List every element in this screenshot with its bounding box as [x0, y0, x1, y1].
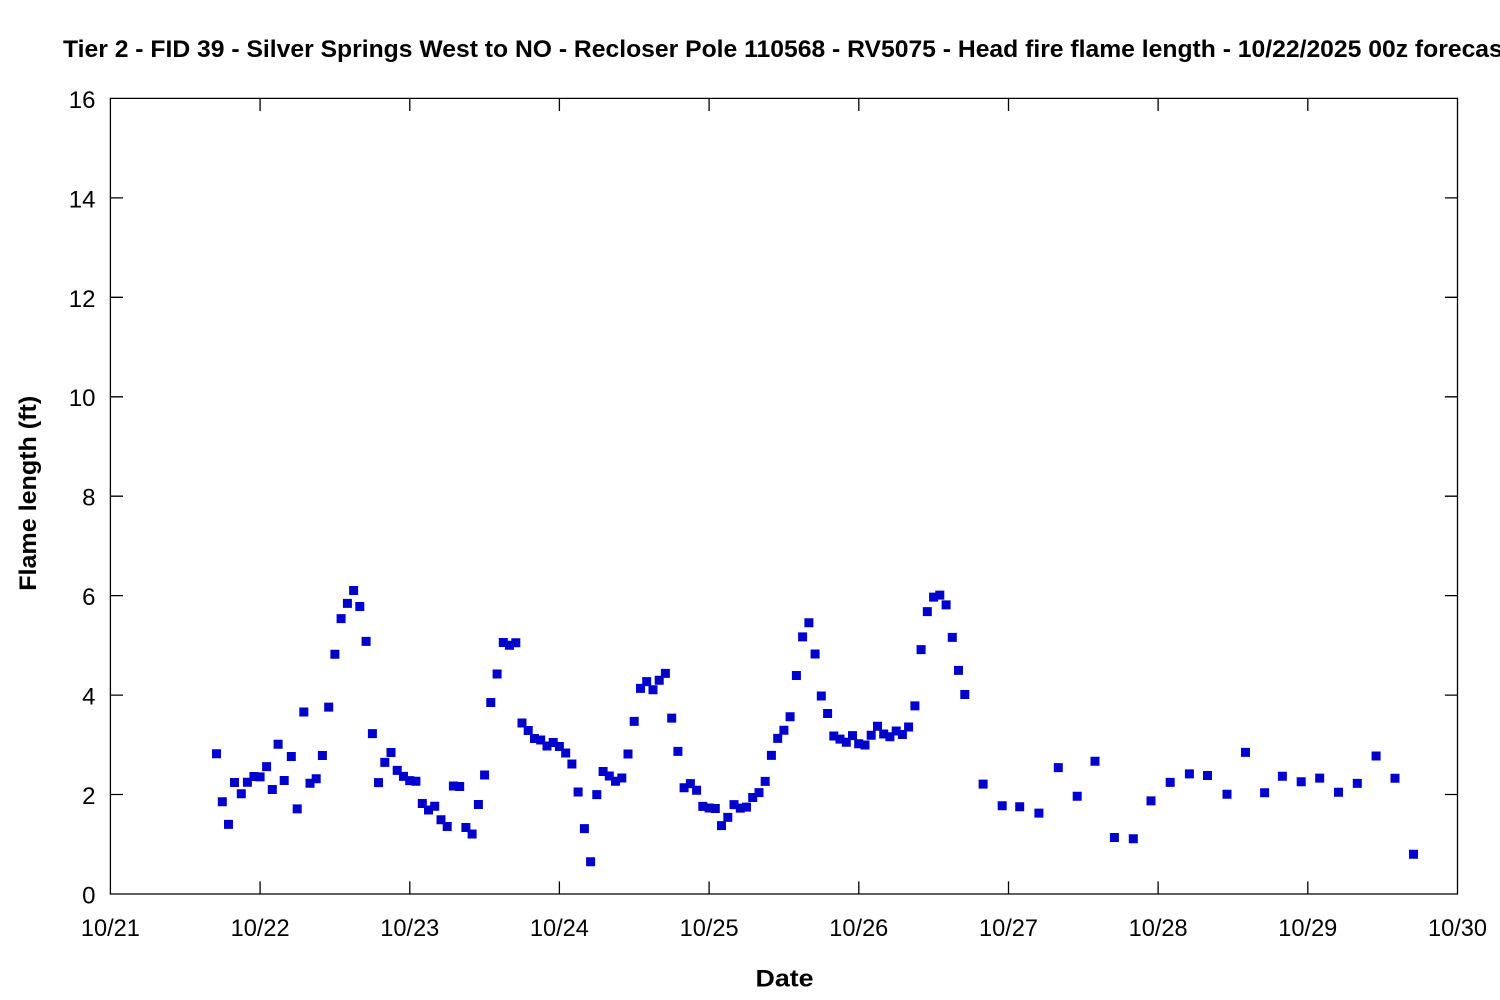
- svg-text:10/28: 10/28: [1129, 915, 1188, 942]
- svg-text:10/21: 10/21: [81, 915, 140, 942]
- svg-text:10/26: 10/26: [829, 915, 888, 942]
- svg-text:4: 4: [82, 684, 95, 711]
- svg-text:6: 6: [82, 584, 95, 611]
- svg-text:10/29: 10/29: [1278, 915, 1337, 942]
- svg-text:Flame length (ft): Flame length (ft): [15, 396, 42, 591]
- svg-text:Date: Date: [756, 965, 814, 992]
- svg-text:12: 12: [69, 286, 96, 313]
- svg-text:10/25: 10/25: [680, 915, 739, 942]
- svg-text:10/27: 10/27: [979, 915, 1038, 942]
- svg-text:Tier 2 - FID 39 - Silver Sprin: Tier 2 - FID 39 - Silver Springs West to…: [63, 36, 1500, 63]
- svg-text:8: 8: [82, 485, 95, 512]
- svg-text:16: 16: [69, 87, 96, 114]
- svg-text:14: 14: [69, 186, 96, 213]
- svg-text:2: 2: [82, 783, 95, 810]
- svg-text:0: 0: [82, 883, 95, 910]
- svg-text:10/24: 10/24: [530, 915, 589, 942]
- svg-text:10: 10: [69, 385, 96, 412]
- svg-text:10/30: 10/30: [1428, 915, 1487, 942]
- svg-text:10/22: 10/22: [231, 915, 290, 942]
- svg-text:10/23: 10/23: [380, 915, 439, 942]
